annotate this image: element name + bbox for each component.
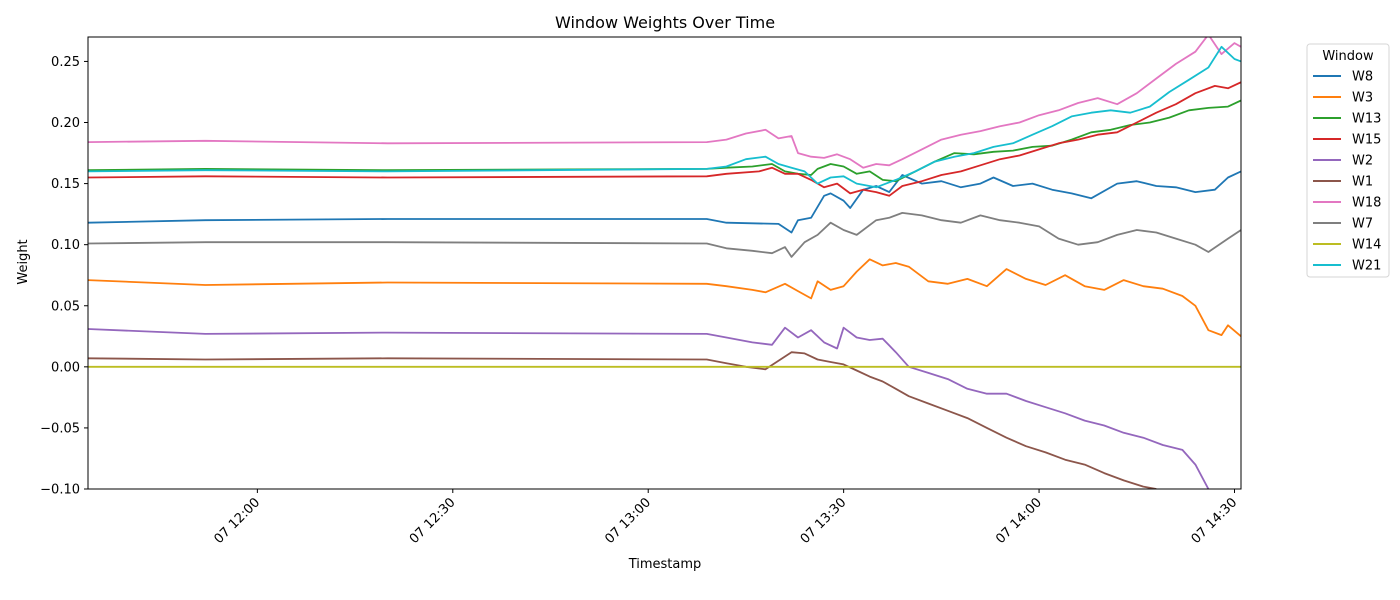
x-tick-label: 07 13:30 [798,495,850,547]
plot-series [88,37,1241,489]
y-tick-label: 0.25 [51,55,80,70]
y-tick-label: 0.00 [51,360,80,375]
legend-label-w18: W18 [1352,196,1381,211]
legend-label-w8: W8 [1352,70,1373,85]
x-tick-label: 07 12:30 [407,495,459,547]
legend-label-w2: W2 [1352,154,1373,169]
series-line-w8 [88,170,1241,234]
series-line-w15 [88,81,1241,197]
legend-label-w13: W13 [1352,112,1381,127]
legend-label-w14: W14 [1352,238,1381,253]
x-axis-label: Timestamp [628,557,702,572]
x-tick-label: 07 12:00 [211,495,263,547]
y-tick-label: 0.15 [51,177,80,192]
legend-title: Window [1322,49,1374,64]
series-line-w18 [88,37,1241,169]
legend-label-w15: W15 [1352,133,1381,148]
series-line-w1 [88,351,1157,489]
legend-box [1306,43,1390,278]
y-tick-label: 0.05 [51,299,80,314]
legend: Window W8 W3 W13 W15 W2 W1 W18 W7 W14 W21 [1306,43,1390,278]
series-line-w2 [88,326,1210,489]
x-axis-ticks: 07 12:00 07 12:30 07 13:00 07 13:30 07 14:00… [211,489,1240,547]
series-line-w7 [88,211,1241,258]
y-axis-label: Weight [16,239,31,284]
plot-frame [87,36,1242,490]
y-tick-label: 0.10 [51,238,80,253]
legend-items: W8 W3 W13 W15 W2 W1 W18 W7 W14 W21 [1313,70,1381,274]
legend-label-w7: W7 [1352,217,1373,232]
series-line-w21 [88,45,1241,189]
x-tick-label: 07 14:00 [993,495,1045,547]
legend-label-w3: W3 [1352,91,1373,106]
x-tick-label: 07 13:00 [602,495,654,547]
y-tick-label: −0.05 [40,421,80,436]
legend-label-w1: W1 [1352,175,1373,190]
x-tick-label: 07 14:30 [1189,495,1241,547]
chart-title: Window Weights Over Time [555,13,775,32]
y-axis-ticks: −0.10 −0.05 0.00 0.05 0.10 0.15 0.20 0.25 [40,55,88,498]
y-tick-label: −0.10 [40,483,80,498]
y-tick-label: 0.20 [51,116,80,131]
legend-label-w21: W21 [1352,259,1381,274]
series-line-w3 [88,258,1241,337]
